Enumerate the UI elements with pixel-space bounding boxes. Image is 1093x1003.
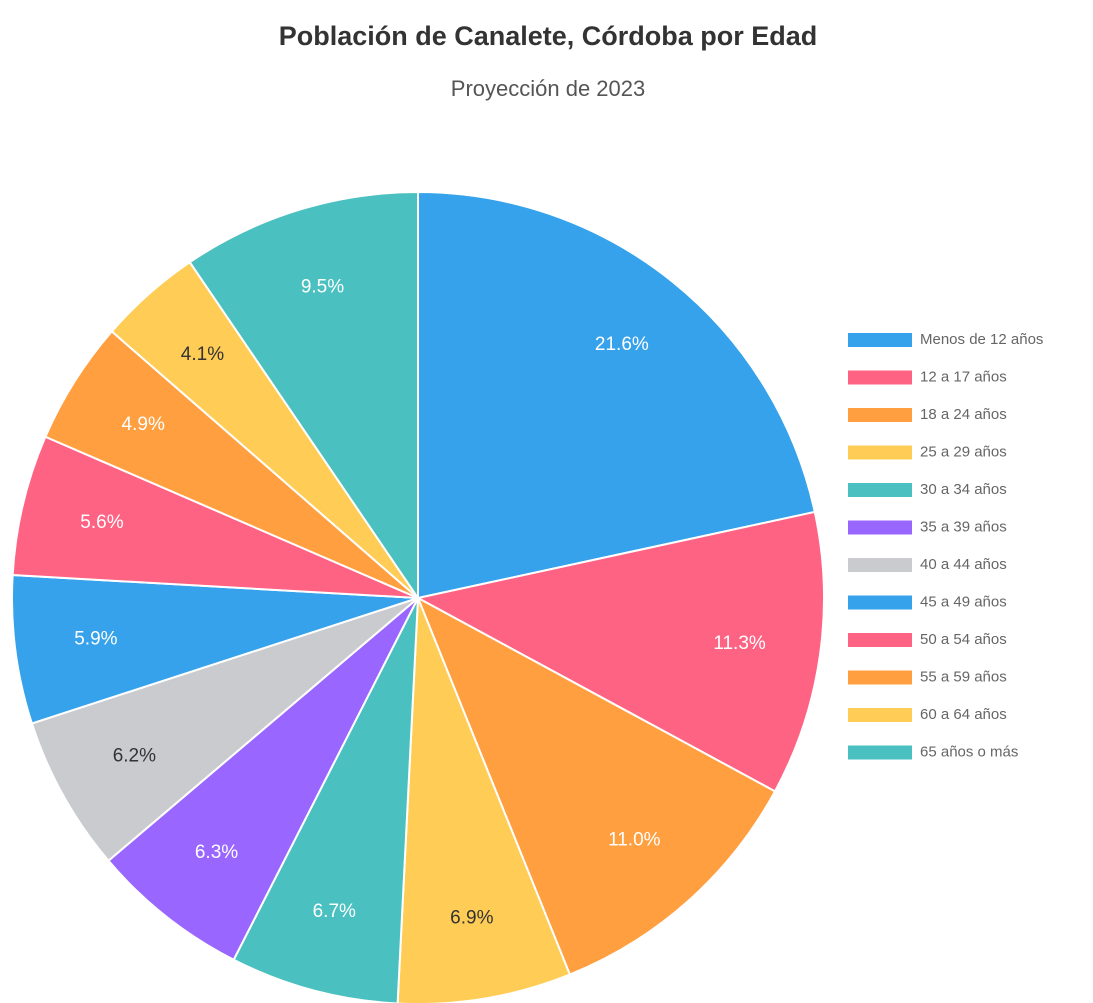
legend-label: 35 a 39 años xyxy=(920,518,1007,535)
pie-slice xyxy=(30,597,419,863)
legend-label: 18 a 24 años xyxy=(920,406,1007,423)
pie-slice xyxy=(188,190,419,602)
slice-label: 5.6% xyxy=(80,512,123,533)
legend-label: 55 a 59 años xyxy=(920,668,1007,685)
pie-slice xyxy=(415,510,825,793)
legend-label: 25 a 29 años xyxy=(920,443,1007,460)
slice-label: 6.2% xyxy=(113,745,156,766)
legend-swatch xyxy=(848,633,912,647)
slice-label: 11.0% xyxy=(608,829,661,850)
slice-label: 4.9% xyxy=(122,414,165,435)
legend-label: Menos de 12 años xyxy=(920,331,1043,348)
slice-label: 4.1% xyxy=(181,344,224,365)
legend-swatch xyxy=(848,708,912,722)
slice-label: 9.5% xyxy=(301,277,344,298)
legend-swatch xyxy=(848,670,912,685)
chart-subtitle: Proyección de 2023 xyxy=(451,76,645,101)
pie-slice xyxy=(107,597,419,962)
pie-slice xyxy=(396,597,572,1003)
legend-swatch xyxy=(848,595,912,610)
legend-swatch xyxy=(848,483,912,497)
chart-title: Población de Canalete, Córdoba por Edad xyxy=(279,21,818,51)
legend-swatch xyxy=(848,333,912,347)
pie-slice xyxy=(11,435,419,599)
slice-label: 11.3% xyxy=(713,633,766,654)
legend-label: 65 años o más xyxy=(920,743,1018,760)
legend-label: 30 a 34 años xyxy=(920,481,1007,498)
legend-label: 45 a 49 años xyxy=(920,593,1007,610)
legend-swatch xyxy=(848,520,912,535)
pie-slice xyxy=(417,190,816,600)
legend-swatch xyxy=(848,408,912,422)
slice-label: 6.3% xyxy=(195,842,238,863)
legend-label: 50 a 54 años xyxy=(920,631,1007,648)
legend-swatch xyxy=(848,445,912,460)
slice-label: 21.6% xyxy=(595,334,649,355)
legend-swatch xyxy=(848,370,912,385)
slice-label: 5.9% xyxy=(74,629,117,650)
pie-slice xyxy=(416,595,777,976)
legend-swatch xyxy=(848,745,912,760)
slice-label: 6.9% xyxy=(450,907,493,928)
legend-label: 12 a 17 años xyxy=(920,368,1007,385)
pie-slice xyxy=(11,573,419,725)
legend-label: 40 a 44 años xyxy=(920,556,1007,573)
slice-label: 6.7% xyxy=(313,901,356,922)
legend-label: 60 a 64 años xyxy=(920,706,1007,723)
legend-swatch xyxy=(848,558,912,572)
